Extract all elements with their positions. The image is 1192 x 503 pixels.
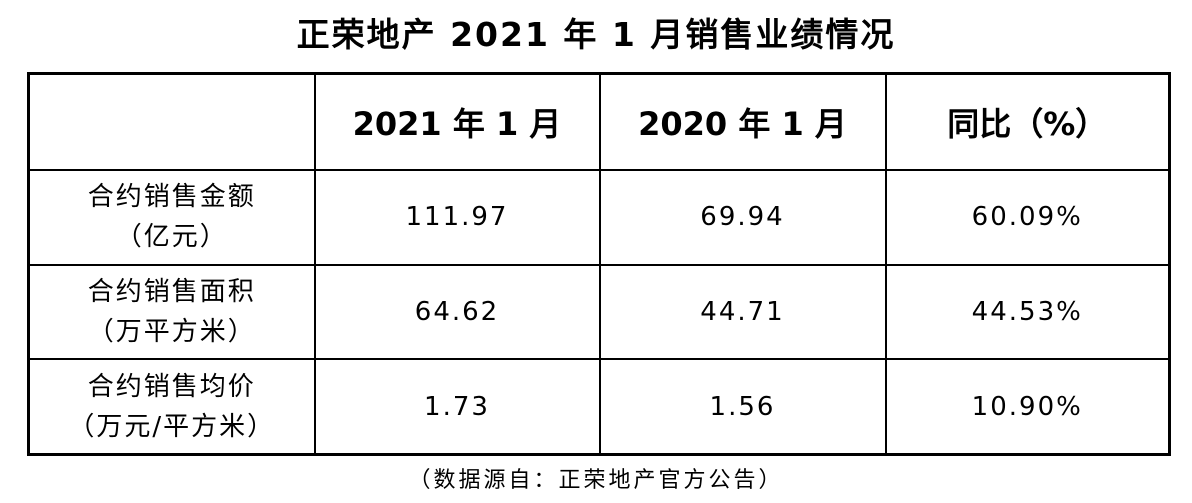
data-row: 合约销售金额 （亿元） 111.97 69.94 60.09%: [27, 169, 1171, 266]
data-cell: 1.73: [313, 358, 601, 456]
row-label: 合约销售面积 （万平方米）: [27, 263, 316, 361]
row-unit: （亿元）: [115, 222, 228, 253]
data-row: 合约销售均价 （万元/平方米） 1.73 1.56 10.90%: [27, 358, 1171, 456]
row-label: 合约销售均价 （万元/平方米）: [27, 358, 316, 456]
row-name: 合约销售均价: [87, 371, 256, 402]
row-unit: （万元/平方米）: [68, 411, 276, 442]
data-row: 合约销售面积 （万平方米） 64.62 44.71 44.53%: [27, 263, 1171, 361]
corner-cell: [27, 72, 316, 171]
header-cell: 同比（%）: [884, 72, 1171, 171]
data-cell: 44.53%: [884, 263, 1171, 361]
data-cell: 69.94: [598, 169, 887, 266]
data-cell: 1.56: [598, 358, 887, 456]
sales-table: 2021 年 1 月 2020 年 1 月同比（%） 合约销售金额 （亿元） 111.…: [27, 72, 1171, 456]
data-cell: 10.90%: [884, 358, 1171, 456]
source-note: （数据源自：正荣地产官方公告）: [408, 468, 784, 493]
data-cell: 60.09%: [884, 169, 1171, 266]
row-label: 合约销售金额 （亿元）: [27, 169, 316, 266]
table-body: 2021 年 1 月 2020 年 1 月同比（%） 合约销售金额 （亿元） 111.…: [27, 72, 1171, 456]
header-cell: 2021 年 1 月: [313, 72, 601, 171]
data-cell: 64.62: [313, 263, 601, 361]
title: 正荣地产 2021 年 1 月销售业绩情况: [296, 15, 896, 54]
row-name: 合约销售金额: [87, 182, 256, 213]
row-unit: （万平方米）: [87, 316, 256, 347]
header-row: 2021 年 1 月 2020 年 1 月同比（%）: [27, 72, 1171, 171]
data-cell: 111.97: [313, 169, 601, 266]
row-name: 合约销售面积: [87, 276, 256, 307]
header-cell: 2020 年 1 月: [598, 72, 887, 171]
data-cell: 44.71: [598, 263, 887, 361]
